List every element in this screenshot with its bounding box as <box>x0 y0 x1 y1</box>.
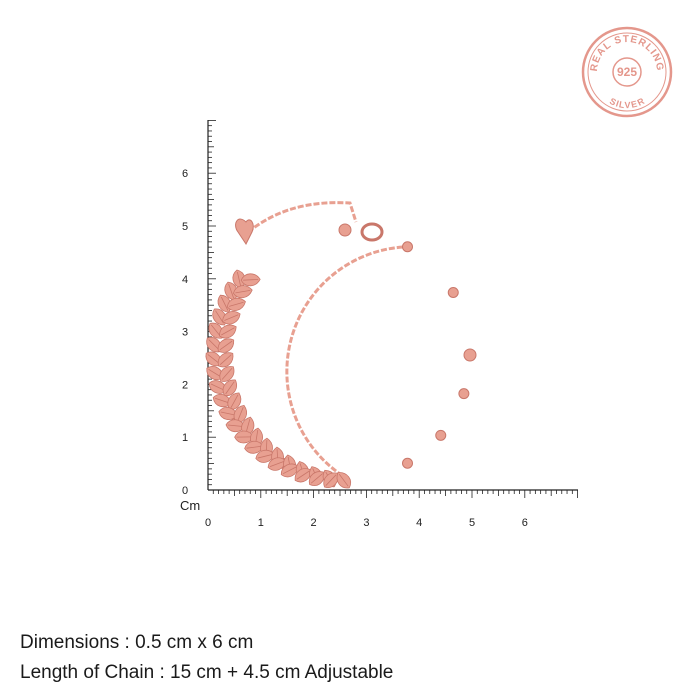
horizontal-ruler-label: 1 <box>258 517 264 529</box>
leaf <box>208 380 227 394</box>
leaf <box>233 404 247 424</box>
vertical-ruler-label: 5 <box>182 221 188 233</box>
leaf <box>267 457 287 471</box>
leaf <box>226 297 246 311</box>
leaf <box>218 407 238 420</box>
vertical-ruler-label: 4 <box>182 274 188 286</box>
leaf <box>280 463 299 478</box>
vertical-ruler-label: 0 <box>182 485 188 497</box>
leaf <box>205 351 222 367</box>
leaf <box>294 468 312 483</box>
leaf <box>219 324 237 339</box>
horizontal-ruler-label: 6 <box>522 517 528 529</box>
leaf <box>206 366 224 381</box>
leaf <box>234 430 255 444</box>
dimensions-text: Dimensions : 0.5 cm x 6 cm <box>20 632 254 653</box>
heart-charm <box>235 218 254 245</box>
clasp <box>360 222 384 242</box>
vertical-ruler-label: 2 <box>182 379 188 391</box>
leaf <box>232 285 253 299</box>
leaf <box>224 281 238 301</box>
vertical-ruler-label: 3 <box>182 327 188 339</box>
bead <box>458 388 470 400</box>
bead <box>402 241 413 253</box>
bead <box>435 429 447 441</box>
leaf <box>219 366 235 382</box>
vertical-ruler-label: 6 <box>182 168 188 180</box>
leaf <box>225 419 246 433</box>
badge-center-text: 925 <box>617 65 637 79</box>
bead <box>338 223 352 237</box>
ruler: Cm 0 1 2 3 4 5 6 0 1 2 3 4 5 6 <box>180 120 578 529</box>
product-image: REAL STERLING 925 SILVER Cm 0 1 2 3 4 5 6 0 1 2 3 4… <box>180 26 673 529</box>
ruler-unit: Cm <box>180 498 200 513</box>
badge-bottom-text: SILVER <box>608 96 646 111</box>
horizontal-ruler-label: 4 <box>416 517 422 529</box>
horizontal-ruler-label: 5 <box>469 517 475 529</box>
bead <box>447 287 459 298</box>
bead <box>463 348 477 362</box>
leaf <box>222 311 241 325</box>
leaf <box>240 273 261 287</box>
horizontal-ruler-label: 3 <box>363 517 369 529</box>
silver-badge: REAL STERLING 925 SILVER <box>581 26 673 118</box>
horizontal-ruler-label: 0 <box>205 517 211 529</box>
leaf <box>217 338 235 353</box>
leaf <box>244 440 264 454</box>
badge-bottom-path: SILVER <box>608 96 646 111</box>
bead <box>402 457 413 469</box>
leaf <box>212 393 232 408</box>
leaf <box>217 294 232 313</box>
extension-chain <box>247 201 358 234</box>
bracelet <box>205 201 477 489</box>
leaf <box>255 449 275 463</box>
leaf <box>217 352 234 368</box>
leaf <box>336 472 351 489</box>
chain-length-text: Length of Chain : 15 cm + 4.5 cm Adjusta… <box>20 662 394 683</box>
vertical-ruler-label: 1 <box>182 432 188 444</box>
horizontal-ruler-label: 2 <box>311 517 317 529</box>
chain <box>285 245 408 482</box>
